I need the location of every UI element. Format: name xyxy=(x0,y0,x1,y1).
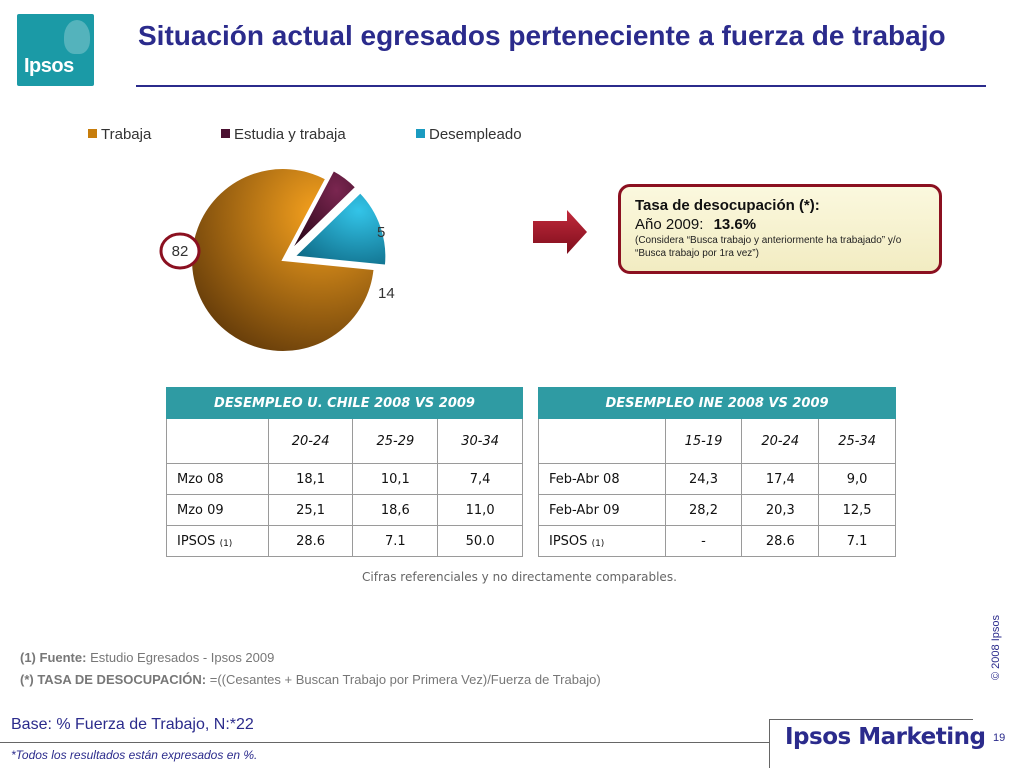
pie-data-label-desempleado: 14 xyxy=(378,285,395,302)
ipsos-logo: Ipsos xyxy=(17,14,94,86)
row-label: Feb-Abr 08 xyxy=(538,463,666,495)
title-divider xyxy=(136,85,986,87)
row-label-text: IPSOS xyxy=(549,533,588,549)
row-label: Mzo 08 xyxy=(166,463,269,495)
unemployment-rate-box: Tasa de desocupación (*): Año 2009: 13.6… xyxy=(618,184,942,274)
table-cell: 10,1 xyxy=(352,463,439,495)
table-cell: 7.1 xyxy=(352,525,439,557)
table-ine-unemployment: DESEMPLEO INE 2008 VS 2009 15-19 20-24 2… xyxy=(538,387,896,557)
column-header: 25-29 xyxy=(352,418,439,464)
unemployment-rate-value: 13.6% xyxy=(713,216,757,233)
unemployment-rate-year-label: Año 2009: xyxy=(635,216,704,233)
table-cell: 11,0 xyxy=(437,494,523,526)
comparability-note: Cifras referenciales y no directamente c… xyxy=(362,570,677,584)
table-cell: 28.6 xyxy=(267,525,354,557)
column-header: 30-34 xyxy=(437,418,523,464)
rate-definition-text: =((Cesantes + Buscan Trabajo por Primera… xyxy=(209,672,601,687)
pie-slice-desempleado xyxy=(292,190,388,267)
table-corner-cell xyxy=(538,418,666,464)
legend-item-estudia-y-trabaja: Estudia y trabaja xyxy=(221,126,346,143)
source-footnote: (1) Fuente: Estudio Egresados - Ipsos 20… xyxy=(20,650,274,665)
legend-label-desempleado: Desempleado xyxy=(429,126,522,143)
legend-item-trabaja: Trabaja xyxy=(88,126,151,143)
table-uchile-unemployment: DESEMPLEO U. CHILE 2008 VS 2009 20-24 25… xyxy=(166,387,523,557)
logo-text: Ipsos xyxy=(24,55,74,77)
ipsos-marketing-brand: Ipsos Marketing xyxy=(785,724,986,750)
table-cell: 18,1 xyxy=(267,463,354,495)
unemployment-rate-title: Tasa de desocupación (*): xyxy=(635,197,820,214)
table-cell: 28,2 xyxy=(664,494,743,526)
table-cell: 28.6 xyxy=(741,525,820,557)
table-row: IPSOS (1) - 28.6 7.1 xyxy=(538,525,896,557)
slide-title: Situación actual egresados perteneciente… xyxy=(138,20,946,51)
legend-swatch-trabaja xyxy=(88,129,97,138)
legend-item-desempleado: Desempleado xyxy=(416,126,522,143)
table-cell: 18,6 xyxy=(352,494,439,526)
pie-chart: 82 5 14 xyxy=(150,165,410,365)
unemployment-rate-year: Año 2009: 13.6% xyxy=(635,215,925,234)
table-row: Feb-Abr 08 24,3 17,4 9,0 xyxy=(538,463,896,495)
row-label-text: IPSOS xyxy=(177,533,216,549)
table-corner-cell xyxy=(166,418,269,464)
row-label: Feb-Abr 09 xyxy=(538,494,666,526)
table-cell: 7.1 xyxy=(818,525,896,557)
legend-swatch-estudia-y-trabaja xyxy=(221,129,230,138)
legend-swatch-desempleado xyxy=(416,129,425,138)
pie-chart-svg: 82 5 14 xyxy=(159,167,395,353)
logo-face-icon xyxy=(64,20,90,54)
table-row: Mzo 09 25,1 18,6 11,0 xyxy=(166,494,523,526)
table-cell: 20,3 xyxy=(741,494,820,526)
table-cell: - xyxy=(664,525,743,557)
pie-slice-estudia-y-trabaja xyxy=(289,168,358,253)
base-label: Base: % Fuerza de Trabajo, N:*22 xyxy=(11,716,254,733)
table-row: Feb-Abr 09 28,2 20,3 12,5 xyxy=(538,494,896,526)
table-cell: 9,0 xyxy=(818,463,896,495)
table-cell: 50.0 xyxy=(437,525,523,557)
highlight-circle xyxy=(159,232,201,270)
source-footnote-text: Estudio Egresados - Ipsos 2009 xyxy=(90,650,275,665)
column-header: 15-19 xyxy=(664,418,743,464)
legend-label-trabaja: Trabaja xyxy=(101,126,152,143)
table-column-header-row: 20-24 25-29 30-34 xyxy=(166,418,523,464)
row-label: Mzo 09 xyxy=(166,494,269,526)
rate-definition-footnote: (*) TASA DE DESOCUPACIÓN: =((Cesantes + … xyxy=(20,672,601,687)
unemployment-rate-note: (Considera “Busca trabajo y anteriorment… xyxy=(635,235,902,259)
page-number: 19 xyxy=(993,732,1006,744)
rate-definition-label: (*) TASA DE DESOCUPACIÓN: xyxy=(20,672,207,687)
table-cell: 25,1 xyxy=(267,494,354,526)
table-cell: 24,3 xyxy=(664,463,743,495)
table-cell: 17,4 xyxy=(741,463,820,495)
table-header-row: DESEMPLEO INE 2008 VS 2009 xyxy=(538,387,896,419)
table-row: IPSOS (1) 28.6 7.1 50.0 xyxy=(166,525,523,557)
column-header: 20-24 xyxy=(267,418,354,464)
pie-data-label-trabaja: 82 xyxy=(172,243,189,260)
table-title: DESEMPLEO U. CHILE 2008 VS 2009 xyxy=(166,387,523,419)
source-footnote-label: (1) Fuente: xyxy=(20,650,87,665)
row-label: IPSOS (1) xyxy=(166,525,269,557)
brand-frame xyxy=(769,719,973,768)
results-footnote: *Todos los resultados están expresados e… xyxy=(11,748,258,762)
column-header: 20-24 xyxy=(741,418,820,464)
right-arrow-icon xyxy=(533,210,587,254)
row-label: IPSOS (1) xyxy=(538,525,666,557)
pie-data-label-estudia-y-trabaja: 5 xyxy=(377,224,385,241)
table-row: Mzo 08 18,1 10,1 7,4 xyxy=(166,463,523,495)
legend-label-estudia-y-trabaja: Estudia y trabaja xyxy=(234,126,346,143)
table-cell: 7,4 xyxy=(437,463,523,495)
footer-divider xyxy=(0,742,770,743)
row-label-footnote-ref: (1) xyxy=(219,538,233,549)
table-header-row: DESEMPLEO U. CHILE 2008 VS 2009 xyxy=(166,387,523,419)
row-label-footnote-ref: (1) xyxy=(591,538,605,549)
column-header: 25-34 xyxy=(818,418,896,464)
pie-slice-trabaja xyxy=(190,167,376,353)
table-cell: 12,5 xyxy=(818,494,896,526)
table-title: DESEMPLEO INE 2008 VS 2009 xyxy=(538,387,896,419)
table-column-header-row: 15-19 20-24 25-34 xyxy=(538,418,896,464)
copyright-text: © 2008 Ipsos xyxy=(990,615,1002,680)
